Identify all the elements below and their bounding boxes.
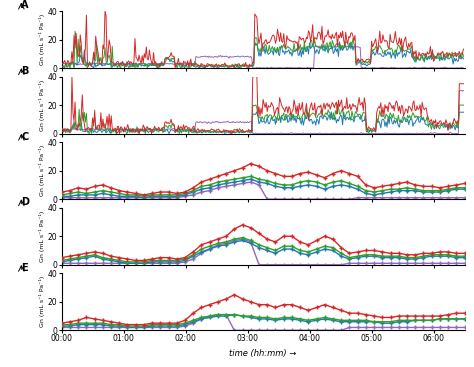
Y-axis label: Gn (mL s⁻¹ Pa⁻¹): Gn (mL s⁻¹ Pa⁻¹): [39, 211, 45, 262]
Text: B: B: [21, 66, 29, 76]
Text: C: C: [21, 132, 28, 142]
Y-axis label: Gn (mL s⁻¹ Pa⁻¹): Gn (mL s⁻¹ Pa⁻¹): [39, 80, 45, 131]
Text: A: A: [21, 0, 29, 10]
Text: E: E: [21, 263, 28, 273]
X-axis label: time (hh:mm) →: time (hh:mm) →: [229, 349, 297, 358]
Y-axis label: Gn (mL s⁻¹ Pa⁻¹): Gn (mL s⁻¹ Pa⁻¹): [39, 14, 45, 65]
Y-axis label: Gn (mL s⁻¹ Pa⁻¹): Gn (mL s⁻¹ Pa⁻¹): [39, 276, 45, 327]
Text: D: D: [21, 197, 29, 207]
Y-axis label: Gn (mL s⁻¹ Pa⁻¹): Gn (mL s⁻¹ Pa⁻¹): [39, 145, 45, 196]
